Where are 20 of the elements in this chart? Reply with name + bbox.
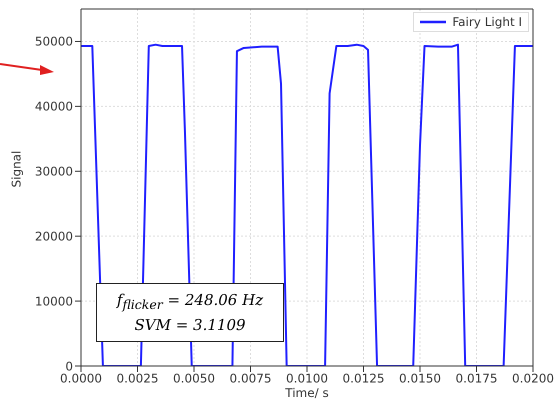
x-tick-label: 0.0150 xyxy=(399,372,441,386)
y-tick-label: 20000 xyxy=(34,229,73,244)
x-tick-label: 0.0200 xyxy=(512,372,554,386)
y-tick-label: 40000 xyxy=(34,100,73,114)
x-tick-label: 0.0025 xyxy=(116,372,158,386)
x-tick-label: 0.0075 xyxy=(230,372,272,386)
x-tick-label: 0.0050 xyxy=(173,372,215,386)
y-tick-label: 50000 xyxy=(34,34,73,49)
y-tick-label: 0 xyxy=(65,359,73,374)
y-axis-title: Signal xyxy=(9,150,24,188)
y-tick-label: 30000 xyxy=(34,164,73,179)
x-axis-title: Time/ s xyxy=(284,386,329,400)
x-tick-label: 0.0000 xyxy=(60,372,102,386)
y-tick-label: 10000 xyxy=(34,294,73,308)
annotation: SVM = 3.1109 xyxy=(133,315,247,335)
legend-label: Fairy Light I xyxy=(452,15,522,29)
annotation: f$_{flicker}$ = 248.06 Hz xyxy=(115,290,264,314)
x-tick-label: 0.0125 xyxy=(342,372,384,386)
x-tick-label: 0.0100 xyxy=(286,372,328,386)
x-tick-label: 0.0175 xyxy=(456,372,498,386)
